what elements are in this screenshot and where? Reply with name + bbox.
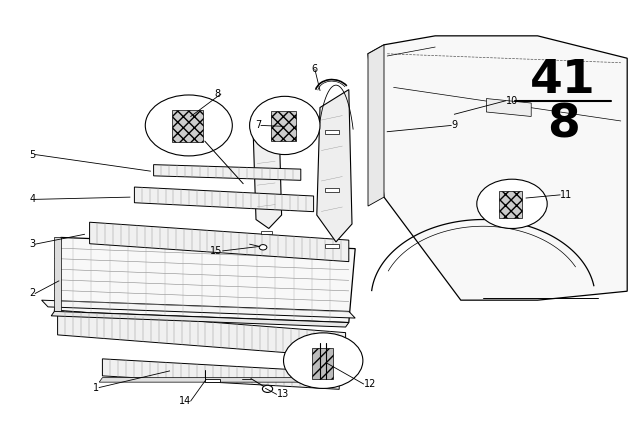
Circle shape [259, 245, 267, 250]
Polygon shape [54, 237, 355, 323]
Polygon shape [368, 45, 384, 206]
Polygon shape [42, 300, 355, 318]
Text: 13: 13 [276, 389, 289, 399]
Polygon shape [486, 99, 531, 116]
Text: 2: 2 [29, 289, 35, 298]
Text: 10: 10 [506, 96, 518, 106]
Text: 9: 9 [451, 121, 458, 130]
Polygon shape [325, 188, 339, 192]
Circle shape [477, 179, 547, 228]
Text: 3: 3 [29, 239, 35, 249]
Text: 14: 14 [179, 396, 191, 406]
Text: 41: 41 [531, 58, 596, 103]
Text: 8: 8 [214, 89, 221, 99]
Circle shape [145, 95, 232, 156]
Bar [172, 110, 203, 142]
Text: 6: 6 [312, 65, 318, 74]
Text: 12: 12 [364, 379, 376, 389]
Polygon shape [54, 237, 61, 311]
Text: 1: 1 [93, 383, 99, 392]
Polygon shape [58, 310, 346, 358]
Circle shape [284, 333, 363, 388]
Text: 7: 7 [255, 121, 261, 130]
Polygon shape [317, 90, 352, 242]
Bar [499, 191, 522, 218]
Bar [271, 111, 296, 141]
Polygon shape [325, 130, 339, 134]
Polygon shape [253, 99, 282, 228]
Polygon shape [261, 231, 272, 234]
Text: 11: 11 [560, 190, 572, 200]
Bar [312, 348, 333, 379]
Circle shape [262, 385, 273, 392]
Polygon shape [368, 36, 627, 300]
Polygon shape [51, 311, 349, 327]
Polygon shape [325, 244, 339, 248]
Polygon shape [90, 222, 349, 262]
Polygon shape [205, 379, 220, 382]
Polygon shape [154, 165, 301, 180]
Polygon shape [134, 187, 314, 211]
Text: 8: 8 [547, 103, 580, 148]
Ellipse shape [250, 96, 320, 155]
Text: 5: 5 [29, 150, 35, 159]
Polygon shape [99, 378, 346, 382]
Text: 15: 15 [211, 246, 223, 256]
Text: 4: 4 [29, 194, 35, 204]
Polygon shape [102, 359, 339, 389]
